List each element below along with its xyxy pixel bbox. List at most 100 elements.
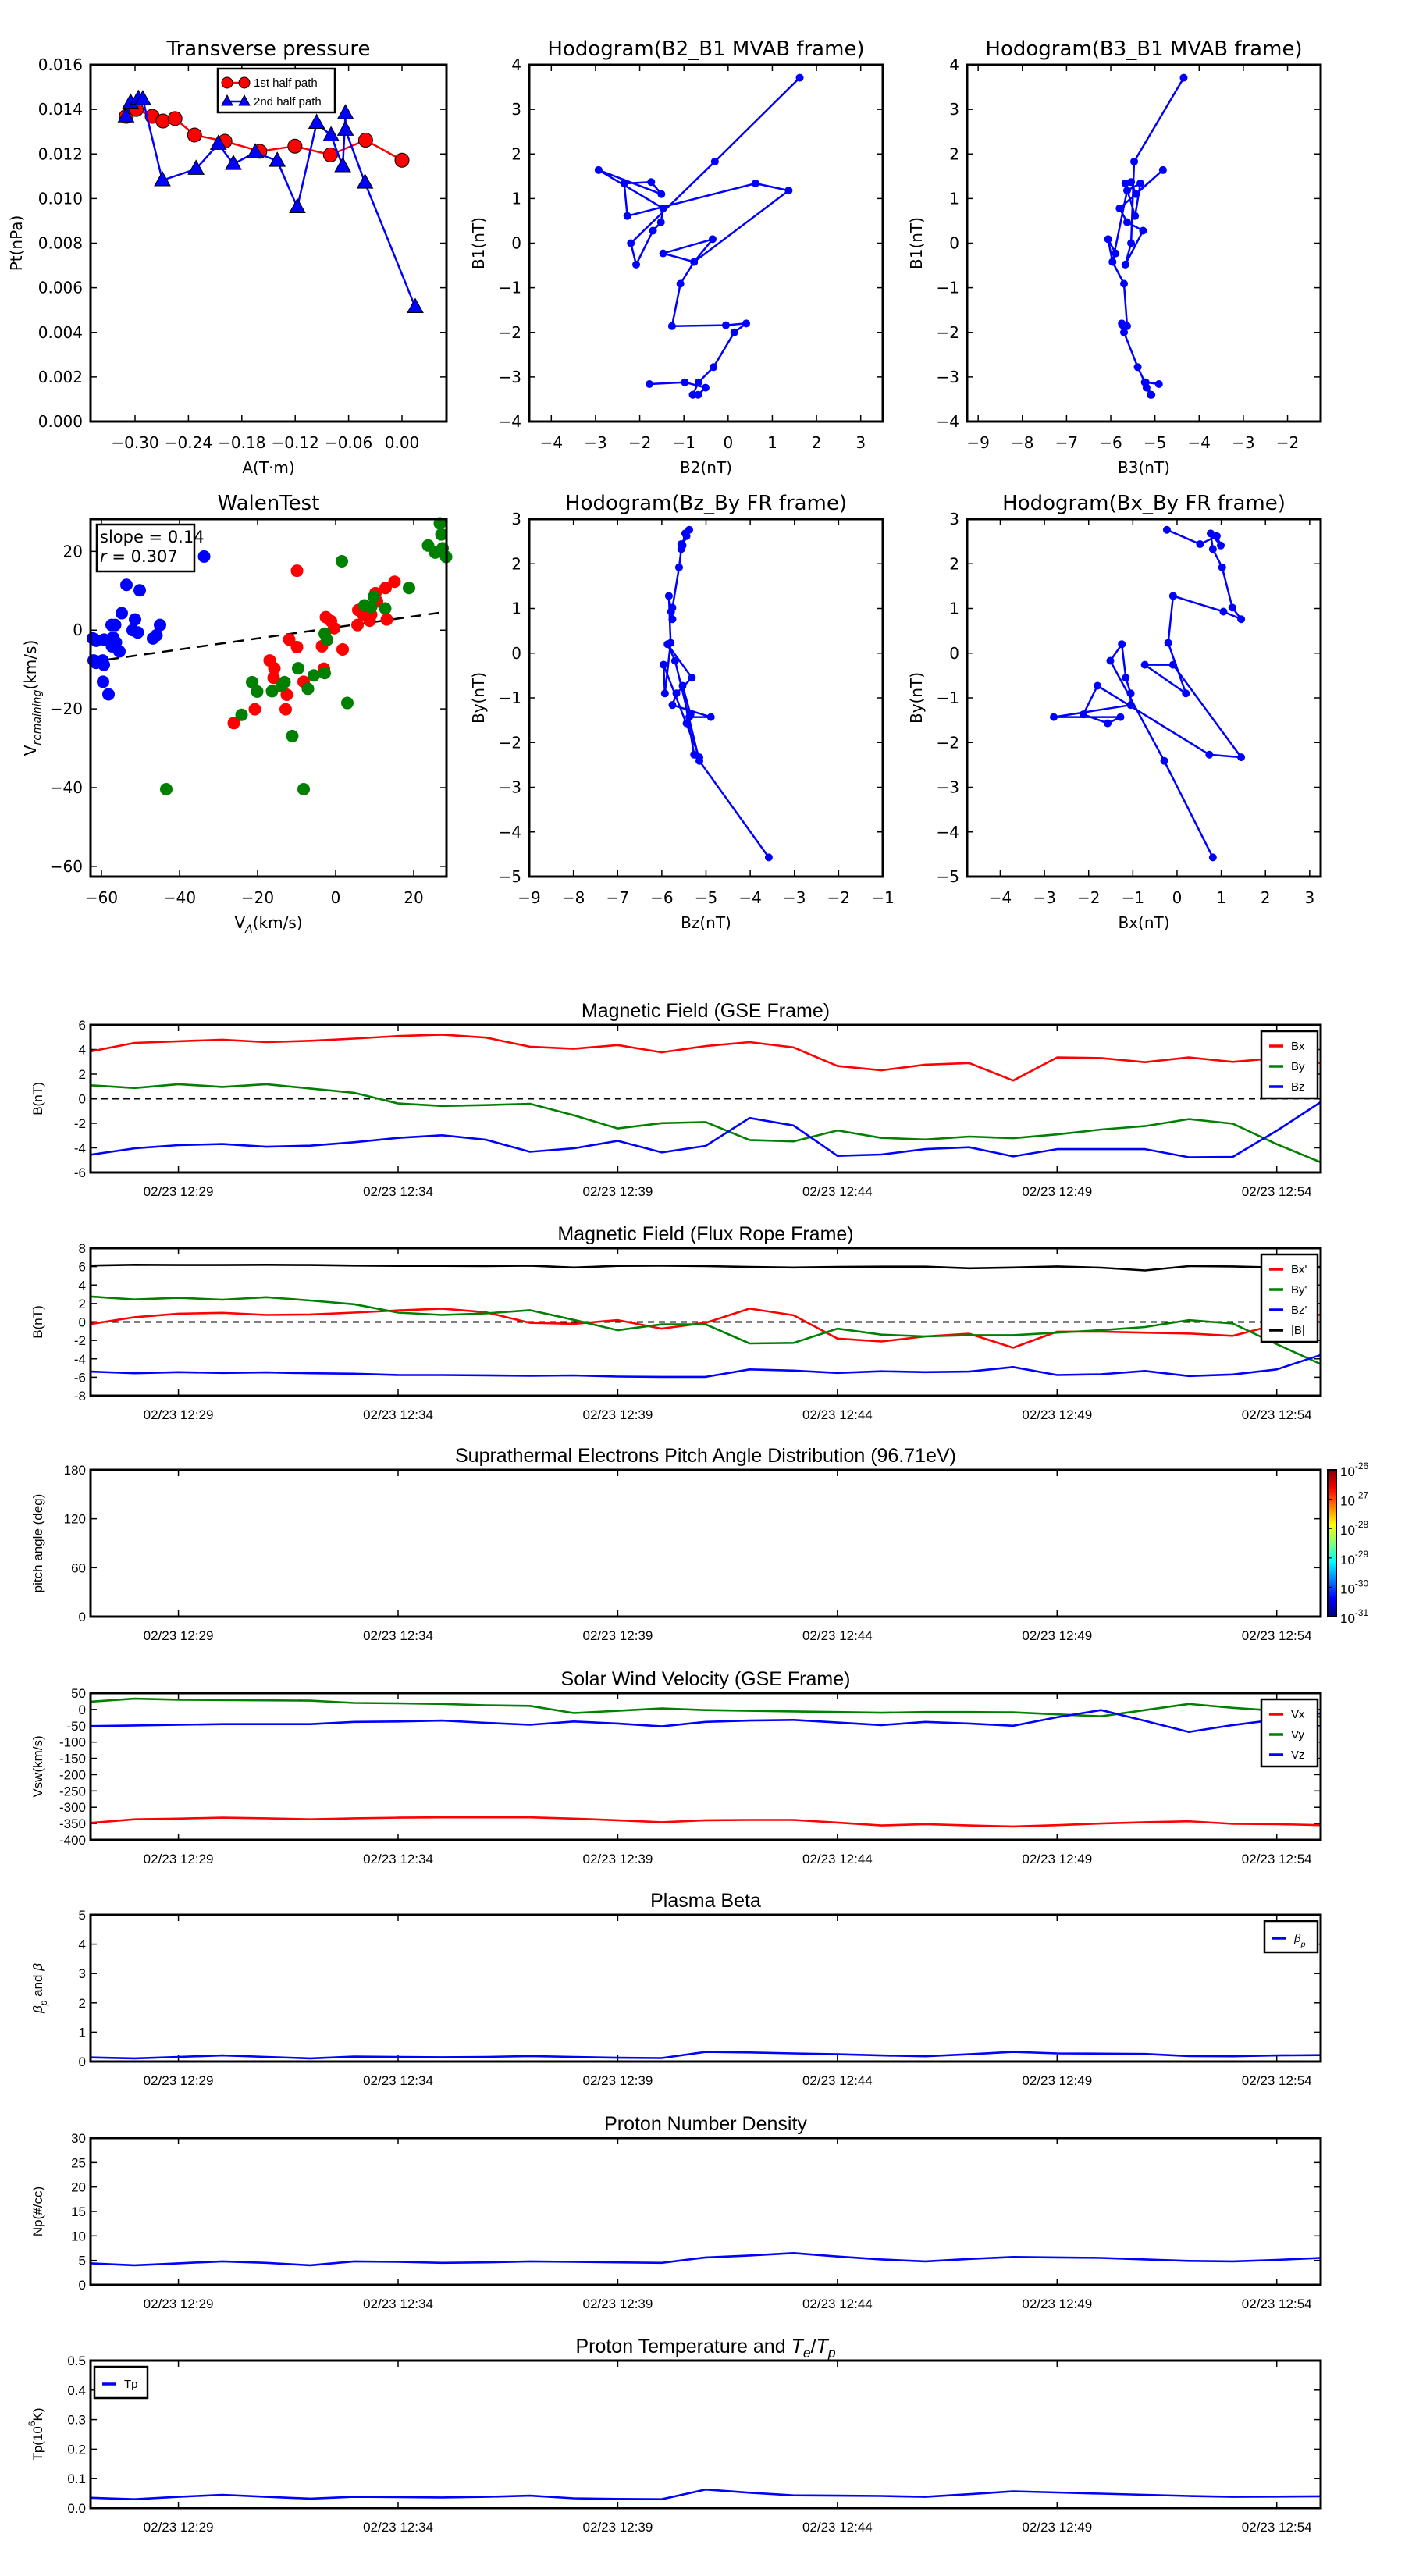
x-tick-label: 02/23 12:34 — [363, 1184, 433, 1199]
x-tick-label: 02/23 12:39 — [583, 2073, 653, 2088]
y-axis-label-part: and — [30, 1971, 45, 2001]
legend-marker — [238, 76, 251, 89]
legend-label: By — [1291, 1060, 1305, 1073]
y-tick-label: 0.1 — [67, 2471, 86, 2486]
y-tick-label: -8 — [74, 1389, 86, 1404]
x-tick-label: −4 — [1188, 433, 1211, 452]
y-axis-label-part: β — [30, 1963, 45, 1972]
data-point — [646, 380, 654, 389]
x-tick-label: 0.00 — [385, 433, 420, 452]
data-point — [286, 729, 299, 742]
y-tick-label: 4 — [79, 1278, 86, 1293]
x-tick-label: −9 — [518, 888, 540, 907]
data-point — [690, 258, 699, 266]
colorbar-label-part: 10 — [1340, 1611, 1355, 1626]
chart-title-part: p — [827, 2345, 836, 2361]
data-point — [120, 578, 133, 592]
data-point — [209, 134, 227, 150]
x-tick-label: 02/23 12:29 — [144, 1184, 214, 1199]
data-point — [764, 853, 773, 862]
y-tick-label: 6 — [79, 1018, 86, 1033]
x-tick-label: −3 — [1033, 888, 1055, 907]
data-point — [1237, 753, 1246, 762]
x-tick-label: −6 — [1099, 433, 1122, 452]
chart-hodogram-bz-by-fr-frame: −9 −8 −7 −6 −5 −4 −3 −2 −1 −5 −4 −3 −2 −1 0 1 2 3 Hodogram… — [469, 492, 895, 932]
colorbar-cell — [1328, 1503, 1336, 1507]
data-point — [363, 614, 376, 628]
x-tick-label: 02/23 12:49 — [1022, 2520, 1092, 2535]
series-line — [90, 1295, 1321, 1365]
data-point — [334, 156, 351, 173]
chart-title: WalenTest — [218, 492, 320, 515]
colorbar-cell — [1328, 1538, 1336, 1542]
data-point — [131, 626, 144, 639]
x-tick-label: 02/23 12:54 — [1242, 1852, 1312, 1866]
y-tick-label: 0 — [73, 621, 83, 639]
plot-frame — [89, 63, 448, 423]
y-tick-label: 180 — [64, 1463, 86, 1478]
colorbar-cell — [1328, 1540, 1336, 1544]
data-point — [1212, 532, 1221, 540]
data-point — [672, 689, 681, 698]
data-point — [663, 640, 672, 649]
annotation-frame — [95, 523, 196, 573]
colorbar-cell — [1328, 1484, 1336, 1488]
y-axis-label: Np(#/cc) — [30, 2186, 45, 2236]
data-point — [1237, 615, 1246, 624]
data-point — [1162, 525, 1171, 534]
data-point — [134, 90, 151, 105]
colorbar-cell — [1328, 1494, 1336, 1498]
x-tick-label: −2 — [1276, 433, 1299, 452]
legend-label: |B| — [1291, 1324, 1305, 1337]
legend-label: By' — [1291, 1283, 1307, 1297]
data-point — [682, 719, 691, 728]
colorbar-cell — [1328, 1592, 1336, 1596]
data-point — [1104, 235, 1112, 244]
series-line — [90, 1816, 1321, 1828]
plot-frame — [89, 2359, 1322, 2510]
series-line — [90, 2488, 1321, 2500]
data-point — [336, 554, 348, 568]
data-point — [1122, 674, 1130, 682]
y-tick-label: -2 — [74, 1116, 86, 1131]
y-axis-label: By(nT) — [907, 672, 926, 724]
legend-frame — [1263, 1920, 1319, 1954]
legend-marker — [238, 94, 251, 106]
y-tick-label: −2 — [937, 323, 959, 342]
data-point — [660, 689, 669, 698]
data-point — [322, 147, 338, 162]
colorbar-cell — [1328, 1565, 1336, 1568]
data-point — [297, 783, 310, 796]
data-point — [336, 120, 354, 136]
data-point — [1079, 710, 1087, 719]
data-point — [247, 143, 264, 158]
data-point — [1121, 179, 1129, 187]
x-tick-label: 02/23 12:49 — [1022, 1852, 1092, 1866]
chart-plasma-beta: 02/23 12:29 02/23 12:34 02/23 12:39 02/23 1… — [30, 1890, 1322, 2088]
x-tick-label: −0.18 — [218, 433, 265, 452]
chart-title: Proton Temperature and Te/Tp — [575, 2336, 835, 2361]
y-tick-label: 2 — [79, 1067, 86, 1082]
y-tick-label: -2 — [74, 1333, 86, 1348]
colorbar-label-part: -26 — [1355, 1461, 1369, 1471]
data-point — [674, 563, 683, 571]
y-tick-label: -50 — [66, 1719, 86, 1734]
x-tick-label: 02/23 12:39 — [583, 1407, 653, 1422]
data-point — [322, 126, 340, 142]
colorbar-cell — [1328, 1606, 1336, 1610]
colorbar-cell — [1328, 1492, 1336, 1495]
colorbar-cell — [1328, 1548, 1336, 1551]
x-tick-label: −4 — [540, 433, 563, 452]
annotation-text-part: slope = 0.14 — [100, 528, 205, 546]
y-tick-label: −4 — [937, 823, 959, 841]
y-tick-label: 2 — [79, 1297, 86, 1311]
legend-marker — [221, 94, 233, 106]
colorbar-label-part: -28 — [1355, 1519, 1369, 1530]
plot-frame — [89, 1468, 1322, 1618]
colorbar-cell — [1328, 1535, 1336, 1539]
y-tick-label: 1 — [511, 189, 521, 208]
x-tick-label: −2 — [628, 433, 651, 452]
colorbar-cell — [1328, 1521, 1336, 1525]
plot-frame — [89, 1913, 1322, 2063]
